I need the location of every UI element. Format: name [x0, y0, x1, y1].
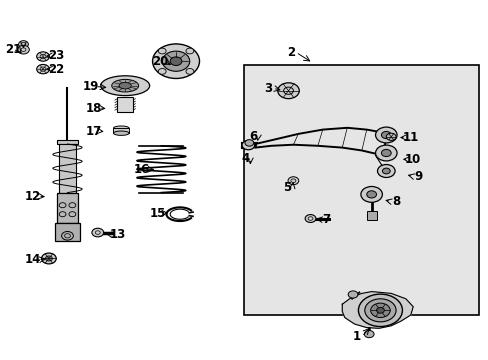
Text: 20: 20	[151, 55, 168, 68]
Circle shape	[364, 330, 373, 338]
Circle shape	[152, 44, 199, 78]
Circle shape	[382, 168, 389, 174]
Circle shape	[277, 83, 299, 99]
Circle shape	[37, 64, 49, 74]
Text: 18: 18	[85, 102, 102, 114]
Text: 10: 10	[404, 153, 421, 166]
Text: 6: 6	[249, 130, 257, 143]
Circle shape	[185, 48, 193, 54]
Circle shape	[37, 52, 49, 61]
Circle shape	[376, 307, 384, 313]
Bar	[113, 128, 129, 133]
Circle shape	[364, 299, 395, 322]
Text: 13: 13	[109, 228, 125, 241]
Circle shape	[19, 41, 28, 48]
Circle shape	[242, 140, 254, 150]
Circle shape	[366, 191, 376, 198]
Text: 2: 2	[286, 46, 294, 59]
Circle shape	[244, 140, 253, 146]
Text: 8: 8	[391, 195, 399, 208]
Text: 14: 14	[25, 253, 41, 266]
Circle shape	[375, 145, 396, 161]
Text: 12: 12	[25, 190, 41, 203]
Text: 7: 7	[322, 213, 330, 226]
Text: 19: 19	[82, 80, 99, 93]
Text: 21: 21	[5, 43, 22, 56]
Bar	[366, 211, 376, 220]
Text: 4: 4	[241, 152, 249, 165]
Ellipse shape	[101, 76, 149, 95]
Ellipse shape	[113, 126, 129, 130]
Bar	[117, 97, 133, 112]
Text: 5: 5	[283, 181, 291, 194]
Text: 16: 16	[133, 163, 150, 176]
Circle shape	[386, 133, 395, 140]
Text: 1: 1	[352, 330, 360, 343]
Circle shape	[347, 291, 357, 298]
Text: 17: 17	[85, 125, 102, 138]
Circle shape	[41, 253, 56, 264]
Circle shape	[377, 165, 394, 177]
Text: 3: 3	[264, 82, 271, 95]
Polygon shape	[342, 292, 412, 328]
Circle shape	[381, 131, 390, 139]
Circle shape	[185, 68, 193, 74]
Circle shape	[162, 51, 189, 71]
Circle shape	[358, 294, 402, 327]
Ellipse shape	[113, 131, 129, 135]
Ellipse shape	[111, 79, 139, 92]
Text: 11: 11	[402, 131, 418, 144]
Circle shape	[305, 215, 315, 222]
Circle shape	[45, 256, 52, 261]
Bar	[244, 65, 478, 315]
Bar	[55, 223, 80, 241]
Text: 9: 9	[413, 170, 421, 183]
Circle shape	[158, 68, 166, 74]
Circle shape	[375, 127, 396, 143]
Circle shape	[370, 303, 389, 318]
Text: 23: 23	[48, 49, 64, 62]
Circle shape	[287, 177, 298, 185]
Circle shape	[170, 57, 182, 66]
Bar	[59, 144, 76, 193]
Text: 22: 22	[48, 63, 64, 76]
Circle shape	[18, 45, 29, 54]
Text: 15: 15	[149, 207, 165, 220]
Bar	[57, 193, 78, 223]
Circle shape	[360, 186, 382, 202]
Circle shape	[92, 228, 103, 237]
Circle shape	[381, 149, 390, 157]
Ellipse shape	[119, 82, 131, 89]
Circle shape	[158, 48, 166, 54]
Bar	[57, 140, 78, 144]
